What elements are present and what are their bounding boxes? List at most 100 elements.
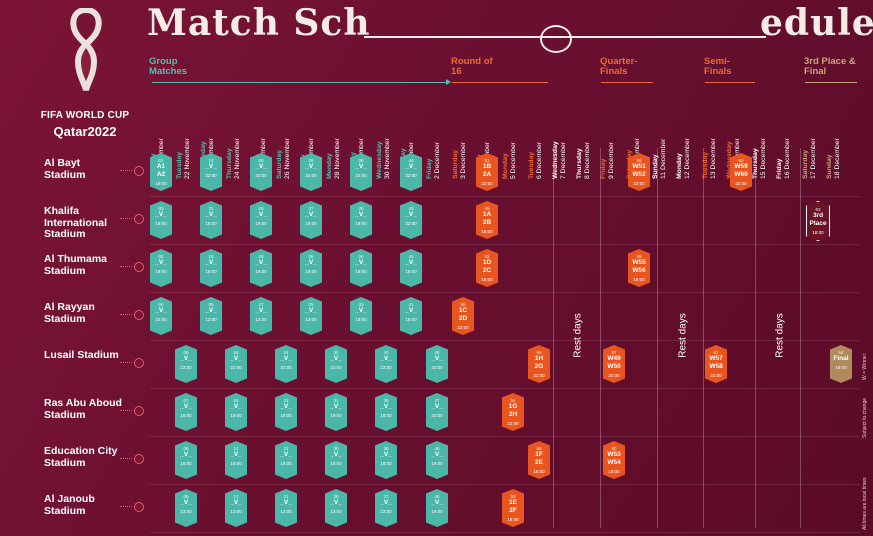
- date-column: Friday 9 December: [600, 90, 622, 179]
- group-match-badge[interactable]: 01 A1 A2 19:00: [150, 153, 172, 191]
- group-match-badge[interactable]: 48 _V_ 22:00: [426, 345, 448, 383]
- date-weekday: Friday: [426, 158, 433, 179]
- final-match-badge[interactable]: 64 Final 18:00: [830, 345, 852, 383]
- group-match-badge[interactable]: 41 _V_ 18:00: [400, 297, 422, 335]
- rest-line: [755, 148, 756, 528]
- knockout-match-badge[interactable]: 59 W55 W56 18:00: [628, 249, 650, 287]
- group-match-badge[interactable]: 13 _V_ 13:00: [225, 489, 247, 527]
- group-match-badge[interactable]: 02 _V_ 19:00: [150, 249, 172, 287]
- group-match-badge[interactable]: 27 _V_ 19:00: [300, 201, 322, 239]
- group-match-badge[interactable]: 47 _V_ 22:00: [426, 393, 448, 431]
- group-match-badge[interactable]: 20 _V_ 22:00: [250, 153, 272, 191]
- group-match-badge[interactable]: 42 _V_ 18:00: [400, 249, 422, 287]
- knockout-match-badge[interactable]: 50 1C 2D 22:00: [452, 297, 474, 335]
- group-match-badge[interactable]: 04 _V_ 22:00: [150, 297, 172, 335]
- date-weekday: Monday: [502, 153, 509, 179]
- group-match-badge[interactable]: 36 _V_ 22:00: [350, 153, 372, 191]
- match-time: 22:00: [481, 181, 493, 186]
- match-time: 22:00: [280, 365, 292, 370]
- match-num: 07: [183, 398, 189, 403]
- date-column: Wednesday 30 November: [376, 90, 398, 179]
- date-weekday: Thursday: [226, 148, 233, 179]
- third-place-badge[interactable]: 63 3rd Place 18:00: [806, 201, 830, 241]
- group-match-badge[interactable]: 12 _V_ 22:00: [200, 153, 222, 191]
- group-match-badge[interactable]: 28 _V_ 22:00: [300, 153, 322, 191]
- group-match-badge[interactable]: 23 _V_ 19:00: [275, 393, 297, 431]
- knockout-match-badge[interactable]: 57 W49 W50 22:00: [603, 345, 625, 383]
- match-num: 16: [233, 350, 239, 355]
- group-match-badge[interactable]: 44 _V_ 22:00: [400, 153, 422, 191]
- knockout-match-badge[interactable]: 61 W57 W58 22:00: [705, 345, 727, 383]
- group-match-badge[interactable]: 45 _V_ 18:00: [426, 489, 448, 527]
- group-match-badge[interactable]: 37 _V_ 22:00: [375, 489, 397, 527]
- group-match-badge[interactable]: 31 _V_ 19:00: [325, 393, 347, 431]
- date-weekday: Thursday: [576, 148, 583, 179]
- group-match-badge[interactable]: 10 _V_ 16:00: [200, 249, 222, 287]
- match-num: 02: [158, 254, 164, 259]
- knockout-match-badge[interactable]: 49 1A 2B 18:00: [476, 201, 498, 239]
- group-match-badge[interactable]: 18 _V_ 16:00: [250, 249, 272, 287]
- rest-days-label: Rest days: [572, 313, 584, 358]
- knockout-match-badge[interactable]: 60 W53 W54 18:00: [603, 441, 625, 479]
- knockout-match-badge[interactable]: 53 1E 2F 18:00: [502, 489, 524, 527]
- group-match-badge[interactable]: 21 _V_ 13:00: [275, 489, 297, 527]
- match-time: 18:00: [608, 469, 620, 474]
- group-match-badge[interactable]: 33 _V_ 18:00: [350, 297, 372, 335]
- group-match-badge[interactable]: 32 _V_ 22:00: [325, 345, 347, 383]
- date-label: 16 December: [783, 138, 791, 179]
- group-match-badge[interactable]: 19 _V_ 19:00: [250, 201, 272, 239]
- group-match-badge[interactable]: 46 _V_ 18:00: [426, 441, 448, 479]
- stadium-name: Al Bayt Stadium: [44, 157, 86, 181]
- match-num: 45: [434, 494, 440, 499]
- match-num: 32: [333, 350, 339, 355]
- group-match-badge[interactable]: 07 _V_ 16:00: [175, 393, 197, 431]
- date-weekday: Saturday: [802, 149, 809, 179]
- group-match-badge[interactable]: 22 _V_ 16:00: [275, 441, 297, 479]
- group-match-badge[interactable]: 05 _V_ 13:00: [175, 489, 197, 527]
- match-time: 19:00: [330, 413, 342, 418]
- group-match-badge[interactable]: 08 _V_ 22:00: [175, 345, 197, 383]
- group-match-badge[interactable]: 09 _V_ 13:00: [200, 297, 222, 335]
- match-line1: _V_: [355, 163, 367, 170]
- row-connector: [120, 410, 132, 412]
- knockout-match-badge[interactable]: 58 W51 W52 22:00: [628, 153, 650, 191]
- match-num: 18: [258, 254, 264, 259]
- group-match-badge[interactable]: 35 _V_ 19:00: [350, 201, 372, 239]
- group-match-badge[interactable]: 40 _V_ 22:00: [375, 345, 397, 383]
- group-match-badge[interactable]: 06 _V_ 16:00: [175, 441, 197, 479]
- group-match-badge[interactable]: 29 _V_ 13:00: [325, 489, 347, 527]
- match-time: 22:00: [405, 221, 417, 226]
- group-match-badge[interactable]: 34 _V_ 16:00: [350, 249, 372, 287]
- knockout-match-badge[interactable]: 54 1G 2H 22:00: [502, 393, 524, 431]
- date-label: 6 December: [535, 141, 543, 179]
- group-match-badge[interactable]: 25 _V_ 13:00: [300, 297, 322, 335]
- match-line1: _V_: [380, 355, 392, 362]
- world-cup-emblem-icon: [70, 8, 102, 91]
- knockout-match-badge[interactable]: 55 1F 2E 18:00: [528, 441, 550, 479]
- group-match-badge[interactable]: 39 _V_ 18:00: [375, 393, 397, 431]
- match-num: 54: [510, 398, 516, 403]
- group-match-badge[interactable]: 26 _V_ 16:00: [300, 249, 322, 287]
- knockout-match-badge[interactable]: 62 W59 W60 22:00: [730, 153, 752, 191]
- group-match-badge[interactable]: 24 _V_ 22:00: [275, 345, 297, 383]
- group-match-badge[interactable]: 15 _V_ 19:00: [225, 393, 247, 431]
- group-match-badge[interactable]: 17 _V_ 13:00: [250, 297, 272, 335]
- match-time: 16:00: [330, 461, 342, 466]
- knockout-match-badge[interactable]: 51 1B 2A 22:00: [476, 153, 498, 191]
- group-match-badge[interactable]: 38 _V_ 18:00: [375, 441, 397, 479]
- match-line2: W60: [734, 171, 748, 178]
- knockout-match-badge[interactable]: 56 1H 2G 22:00: [528, 345, 550, 383]
- group-match-badge[interactable]: 16 _V_ 22:00: [225, 345, 247, 383]
- knockout-match-badge[interactable]: 52 1D 2C 18:00: [476, 249, 498, 287]
- match-num: 38: [383, 446, 389, 451]
- match-line1: _V_: [155, 211, 167, 218]
- match-line2: 2H: [508, 411, 518, 418]
- match-num: 52: [484, 254, 490, 259]
- match-num: 27: [308, 206, 314, 211]
- group-match-badge[interactable]: 11 _V_ 19:00: [200, 201, 222, 239]
- group-match-badge[interactable]: 30 _V_ 16:00: [325, 441, 347, 479]
- group-match-badge[interactable]: 03 _V_ 16:00: [150, 201, 172, 239]
- group-match-badge[interactable]: 43 _V_ 22:00: [400, 201, 422, 239]
- date-column: Thursday 15 December: [752, 90, 774, 179]
- group-match-badge[interactable]: 14 _V_ 16:00: [225, 441, 247, 479]
